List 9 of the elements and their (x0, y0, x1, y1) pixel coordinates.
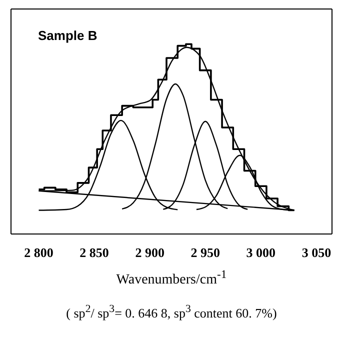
text: ( sp$^{2}$/ sp$^{3}$= 0. 646 8, sp$^{3}$ content 60. 7%) (65, 302, 278, 321)
x-tick-label: 2 950 (190, 245, 220, 260)
text: Sample B (38, 28, 98, 43)
x-tick-label: 2 850 (80, 245, 109, 260)
x-axis-title: Wavenumbers/cm$^{-1}$ (115, 268, 228, 289)
x-tick-label: 3 000 (246, 245, 276, 260)
x-tick-label: 2 900 (135, 245, 164, 260)
x-tick-label: 3 050 (302, 245, 332, 260)
x-tick-label: 2 800 (24, 245, 54, 260)
